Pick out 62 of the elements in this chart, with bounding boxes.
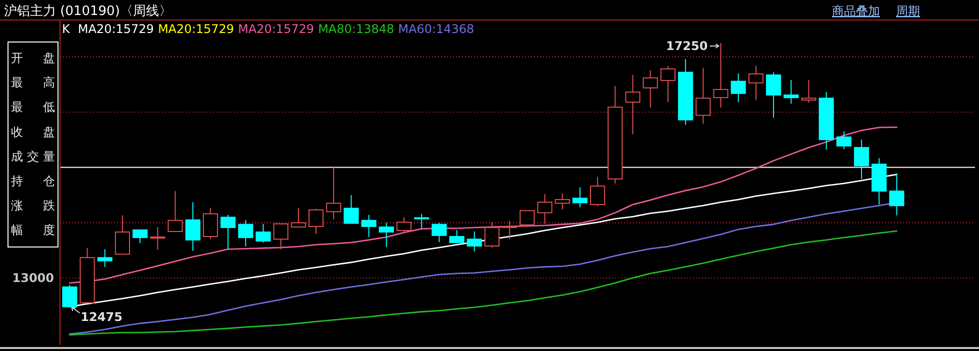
candlestick bbox=[378, 222, 394, 248]
text: MA60:14368 bbox=[398, 22, 474, 36]
candlestick bbox=[784, 79, 799, 104]
candlestick bbox=[625, 74, 640, 135]
candlestick bbox=[185, 202, 200, 252]
candlestick bbox=[590, 176, 606, 207]
text: 涨跌 bbox=[11, 198, 55, 213]
candlestick bbox=[801, 79, 816, 104]
annotation: 17250 bbox=[666, 39, 708, 53]
candlestick bbox=[132, 229, 148, 244]
candlestick bbox=[889, 172, 904, 216]
candlestick bbox=[273, 223, 288, 250]
candlestick bbox=[97, 248, 112, 268]
candlestick bbox=[220, 214, 236, 250]
candlestick bbox=[414, 213, 430, 230]
candlestick bbox=[168, 190, 183, 232]
candlestick bbox=[449, 229, 464, 244]
text: 最低 bbox=[11, 100, 55, 114]
candlestick bbox=[642, 70, 658, 108]
text: MA20:15729 bbox=[78, 22, 154, 36]
candlestick bbox=[432, 222, 447, 243]
candlestick bbox=[396, 216, 412, 234]
candlestick bbox=[660, 66, 676, 103]
candlestick bbox=[308, 208, 324, 234]
candlestick bbox=[256, 223, 271, 244]
candlestick bbox=[62, 284, 78, 308]
text: 开盘 bbox=[11, 51, 55, 65]
text: 最高 bbox=[11, 76, 55, 90]
candlestick bbox=[836, 130, 852, 150]
candlestick bbox=[730, 72, 746, 103]
legend-label: MA20:15729 bbox=[158, 22, 234, 36]
chart-title: 沪铝主力 (010190)〈周线〉 bbox=[4, 3, 172, 19]
text: 12475 bbox=[80, 310, 122, 324]
candlestick bbox=[748, 65, 764, 101]
candlestick bbox=[766, 72, 782, 118]
text: MA80:13848 bbox=[318, 22, 394, 36]
text: 商品叠加 bbox=[832, 4, 880, 18]
text: 持仓 bbox=[11, 174, 55, 188]
candlestick bbox=[238, 219, 254, 248]
text: 幅度 bbox=[11, 223, 55, 238]
text: 13000 bbox=[12, 270, 54, 285]
candlestick bbox=[520, 210, 535, 226]
candlestick bbox=[502, 220, 518, 240]
text: MA20:15729 bbox=[238, 22, 314, 36]
text: K bbox=[62, 22, 71, 36]
candlestick bbox=[554, 192, 570, 210]
candlestick bbox=[466, 230, 482, 252]
candlestick bbox=[572, 186, 588, 208]
candlestick bbox=[854, 139, 870, 180]
candlestick bbox=[114, 214, 130, 255]
candlestick bbox=[537, 194, 552, 224]
text: 收盘 bbox=[11, 124, 55, 139]
candlestick bbox=[361, 214, 376, 238]
candlestick bbox=[290, 208, 306, 228]
candlestick bbox=[150, 226, 166, 250]
candlestick bbox=[202, 207, 218, 240]
text: 成交量 bbox=[11, 149, 55, 164]
candlestick bbox=[326, 166, 342, 220]
candlestick bbox=[484, 222, 500, 248]
candlestick bbox=[696, 67, 711, 124]
candlestick bbox=[344, 194, 359, 224]
text: 周期 bbox=[896, 4, 920, 18]
